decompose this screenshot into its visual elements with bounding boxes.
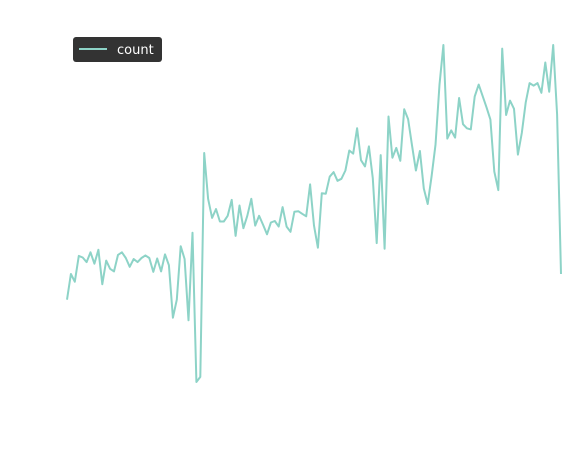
legend-label-count: count [117, 43, 154, 58]
legend: count [73, 37, 162, 62]
plot-area [66, 44, 562, 383]
legend-box [73, 37, 162, 62]
series-line-count [66, 44, 562, 383]
